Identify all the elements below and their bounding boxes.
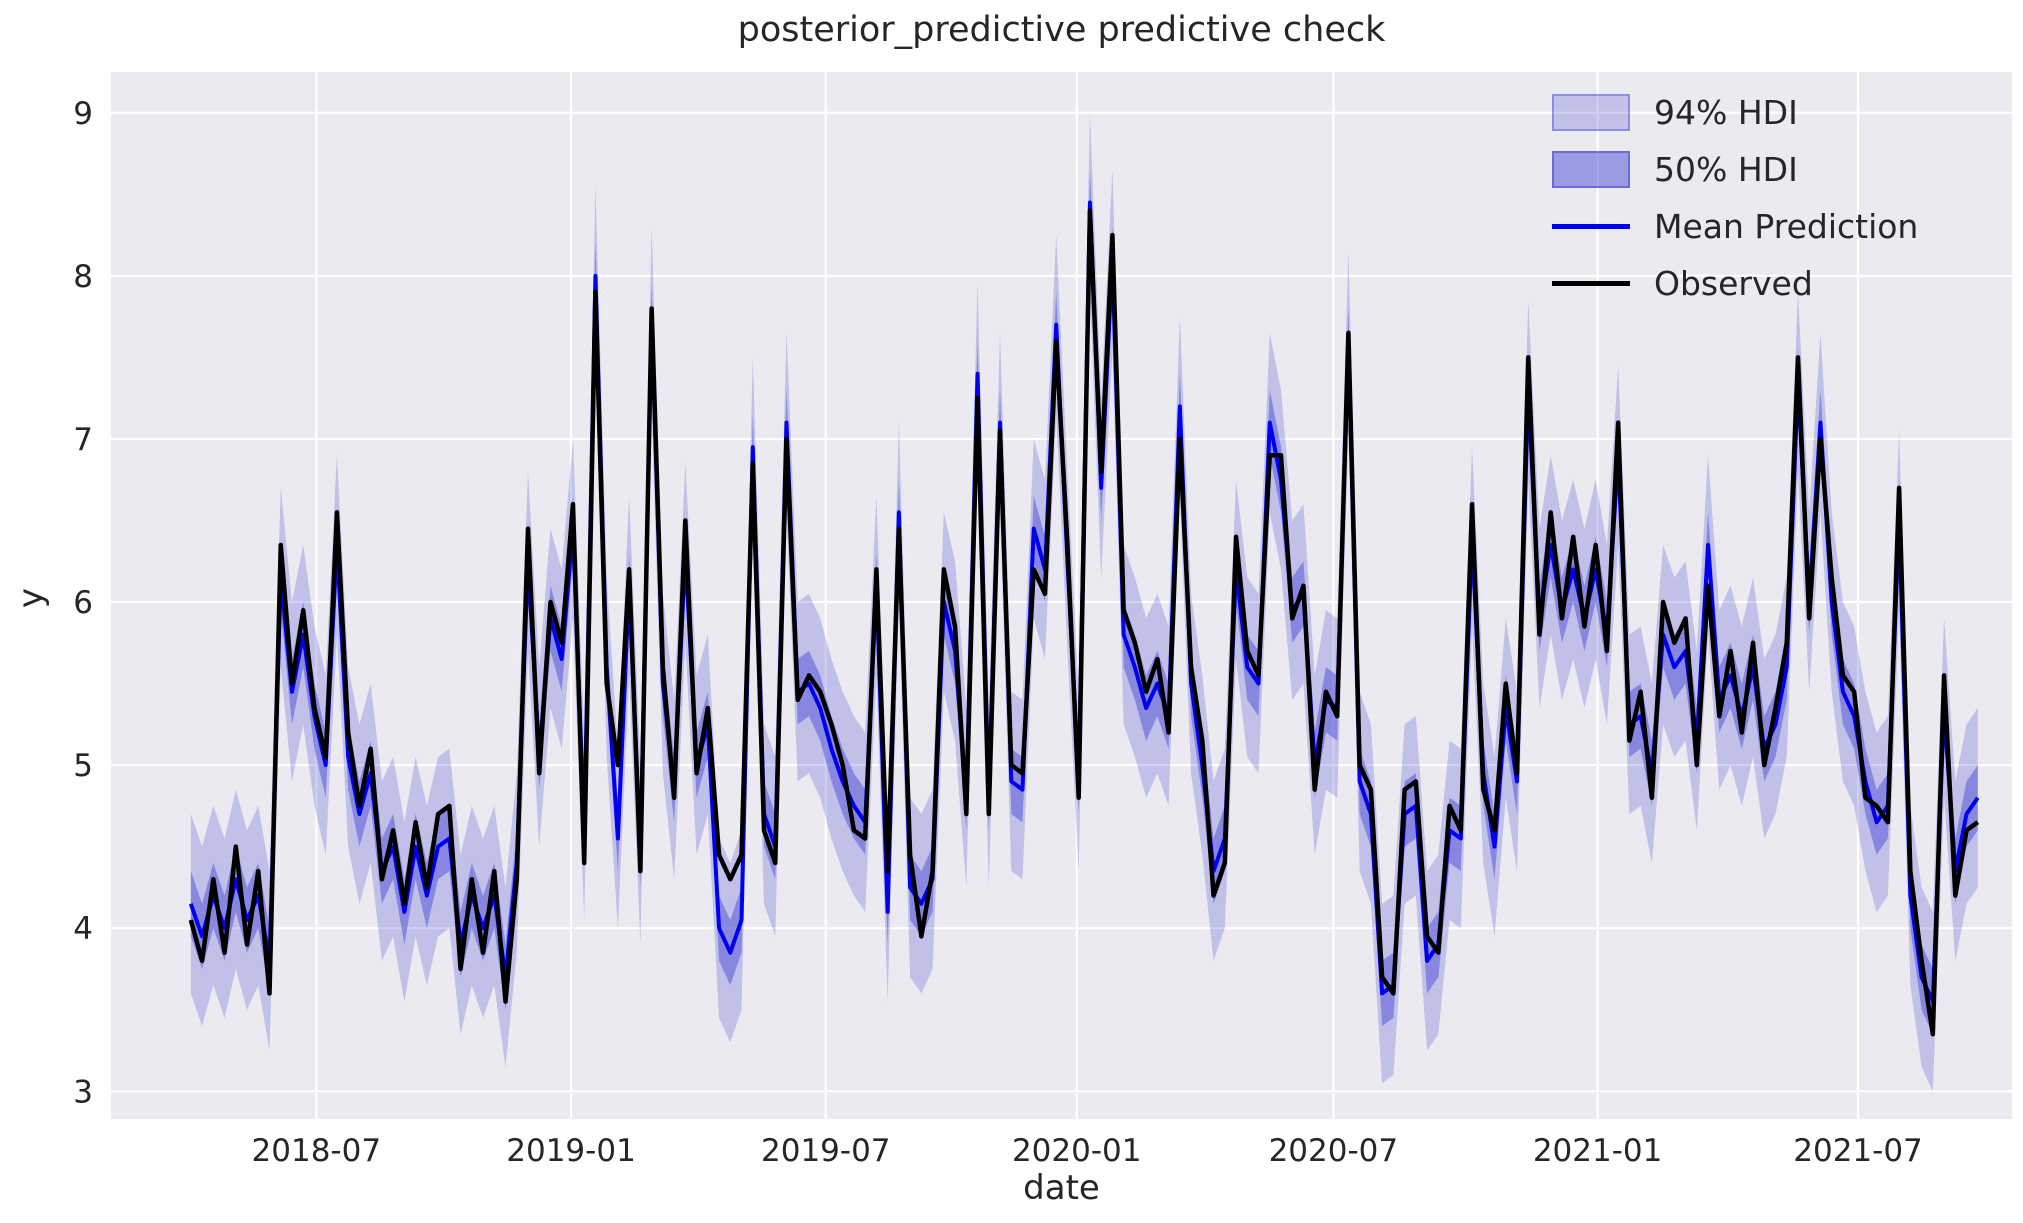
- observed-line-swatch-icon: [1552, 280, 1630, 286]
- hdi94-swatch-icon: [1552, 93, 1630, 131]
- legend-item-observed: Observed: [1552, 263, 1918, 303]
- legend-item-hdi50: 50% HDI: [1552, 149, 1918, 189]
- mean-line-swatch-icon: [1552, 223, 1630, 229]
- x-tick-label: 2021-01: [1533, 1133, 1663, 1169]
- x-tick-label: 2021-07: [1793, 1133, 1923, 1169]
- legend-item-mean: Mean Prediction: [1552, 206, 1918, 246]
- y-tick-label: 5: [73, 748, 93, 784]
- y-tick-label: 6: [73, 585, 93, 621]
- y-tick-label: 9: [73, 96, 93, 132]
- y-axis-label: y: [11, 587, 51, 609]
- x-tick-label: 2020-01: [1012, 1133, 1142, 1169]
- x-tick-label: 2019-01: [506, 1133, 636, 1169]
- x-tick-label: 2018-07: [252, 1133, 382, 1169]
- x-axis-label: date: [1023, 1168, 1100, 1208]
- y-tick-label: 4: [73, 911, 93, 947]
- legend-label: Observed: [1654, 263, 1813, 303]
- chart-title: posterior_predictive predictive check: [737, 10, 1386, 50]
- legend-item-hdi94: 94% HDI: [1552, 92, 1918, 132]
- legend: 94% HDI 50% HDI Mean Prediction Observed: [1552, 92, 1918, 303]
- x-tick-label: 2020-07: [1269, 1133, 1399, 1169]
- observed-line: [188, 208, 1980, 1037]
- axes-background: [111, 72, 2012, 1119]
- y-tick-label: 7: [73, 422, 93, 458]
- legend-label: 94% HDI: [1654, 92, 1798, 132]
- hdi50-swatch-icon: [1552, 150, 1630, 188]
- y-tick-label: 3: [73, 1074, 93, 1110]
- legend-label: Mean Prediction: [1654, 206, 1919, 246]
- legend-label: 50% HDI: [1654, 149, 1798, 189]
- x-tick-label: 2019-07: [761, 1133, 891, 1169]
- y-tick-label: 8: [73, 259, 93, 295]
